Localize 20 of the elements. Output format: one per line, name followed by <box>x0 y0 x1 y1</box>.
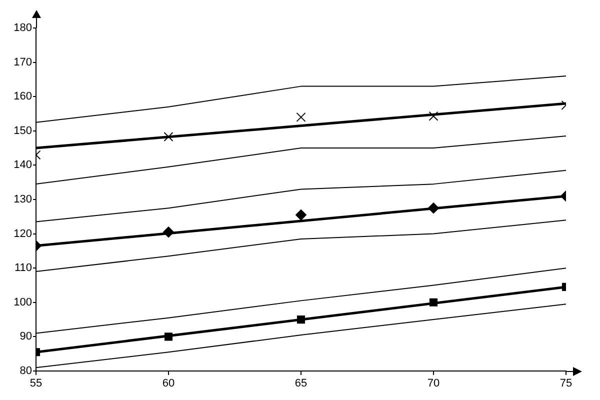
y-tick-label: 160 <box>14 90 32 103</box>
y-tick-label: 130 <box>14 194 32 206</box>
y-tick-label: 140 <box>14 159 32 172</box>
y-tick-label: 110 <box>14 262 32 274</box>
y-tick-label: 150 <box>14 124 32 137</box>
y-tick-label: 100 <box>14 296 32 308</box>
x-tick-label: 70 <box>427 378 440 390</box>
point <box>296 209 306 220</box>
y-tick-label: 180 <box>14 22 32 34</box>
x-tick-label: 75 <box>560 378 572 390</box>
point <box>296 112 306 122</box>
y-tick-label: 80 <box>20 365 32 378</box>
point <box>428 111 438 121</box>
y-tick-label: 120 <box>14 228 32 240</box>
y-tick-label: 170 <box>14 56 32 68</box>
y-tick-label: 90 <box>20 330 32 343</box>
x-tick-label: 55 <box>30 378 42 390</box>
point <box>164 132 174 142</box>
x-tick-label: 65 <box>294 378 308 390</box>
x-tick-label: 60 <box>162 378 175 390</box>
